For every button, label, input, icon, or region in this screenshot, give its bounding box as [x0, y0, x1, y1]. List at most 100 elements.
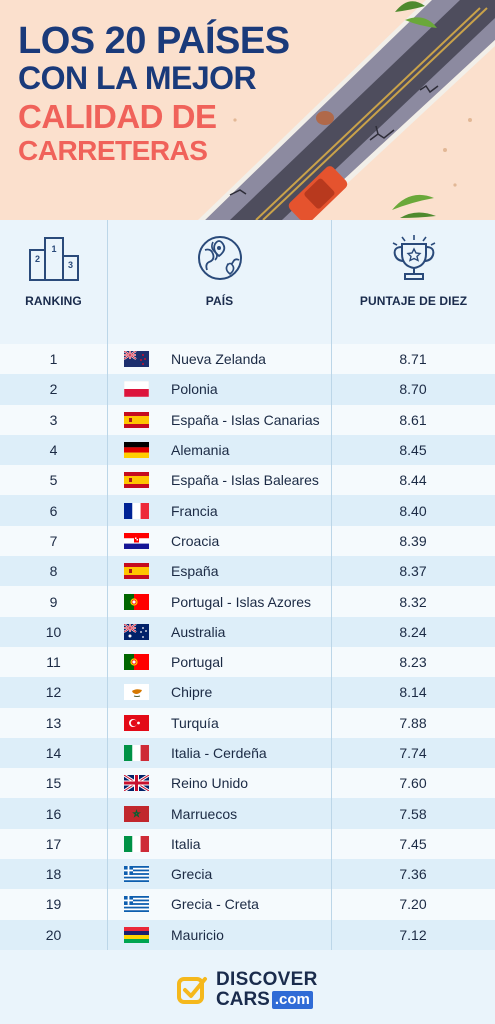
score-cell: 8.40 — [399, 502, 427, 519]
rank-cell: 4 — [49, 442, 58, 459]
rank-cell: 13 — [45, 714, 62, 731]
rank-cell: 10 — [45, 623, 62, 640]
flag-nz-icon — [124, 351, 149, 368]
column-label-country: PAÍS — [205, 294, 234, 308]
flag-mu-icon — [124, 926, 149, 943]
ranking-table: 1 2 3 RANKING PAÍS — [0, 220, 495, 950]
flag-es-icon — [124, 411, 149, 428]
globe-pin-icon — [197, 236, 242, 280]
country-cell: Nueva Zelanda — [171, 351, 266, 368]
flag-it-icon — [124, 835, 149, 852]
table-row: 20 Mauricio 7.12 — [0, 919, 495, 950]
podium-icon: 1 2 3 — [28, 237, 79, 281]
table-row: 3 España - Islas Canarias 8.61 — [0, 404, 495, 435]
flag-gr-icon — [124, 896, 149, 913]
score-cell: 8.61 — [399, 411, 427, 428]
table-row: 1 Nueva Zelanda 8.71 — [0, 344, 495, 375]
country-cell: Portugal — [171, 654, 224, 671]
flag-ma-icon — [124, 805, 149, 822]
country-cell: Italia — [171, 835, 201, 852]
rank-cell: 2 — [49, 381, 58, 398]
rank-cell: 15 — [45, 775, 62, 792]
table-row: 11 Portugal 8.23 — [0, 646, 495, 678]
svg-text:2: 2 — [34, 254, 39, 264]
footer: DISCOVER CARS .com — [0, 950, 495, 1024]
discovercars-logo[interactable]: DISCOVER CARS .com — [176, 970, 318, 1009]
title-line-3: CALIDAD DE — [18, 98, 217, 135]
rank-cell: 5 — [49, 472, 58, 489]
score-cell: 8.39 — [399, 532, 427, 549]
flag-pl-icon — [124, 381, 149, 398]
country-cell: Mauricio — [171, 926, 224, 943]
column-label-ranking: RANKING — [25, 294, 82, 308]
score-cell: 8.14 — [399, 684, 427, 701]
flag-fr-icon — [124, 502, 149, 519]
score-cell: 7.45 — [399, 835, 427, 852]
flag-de-icon — [124, 442, 149, 459]
rank-cell: 1 — [49, 351, 58, 368]
table-row: 18 Grecia 7.36 — [0, 859, 495, 890]
rank-cell: 11 — [46, 654, 61, 671]
rank-cell: 7 — [49, 532, 58, 549]
logo-word-cars: CARS — [216, 989, 270, 1010]
country-cell: Turquía — [171, 714, 219, 731]
flag-es-icon — [124, 563, 149, 580]
column-header-score: PUNTAJE DE DIEZ — [332, 220, 495, 344]
checkbox-logo-icon — [177, 976, 207, 1004]
rank-cell: 6 — [49, 502, 58, 519]
country-cell: Italia - Cerdeña — [171, 745, 267, 761]
country-cell: Francia — [171, 502, 218, 519]
score-cell: 7.88 — [399, 714, 427, 731]
score-cell: 7.20 — [399, 896, 427, 913]
column-label-score: PUNTAJE DE DIEZ — [359, 294, 468, 308]
header-banner: LOS 20 PAÍSES CON LA MEJOR CALIDAD DE CA… — [0, 0, 495, 220]
country-cell: Alemania — [171, 442, 230, 459]
country-cell: España — [171, 563, 219, 580]
flag-it-icon — [124, 745, 149, 761]
country-cell: Reino Unido — [171, 775, 249, 792]
rank-cell: 16 — [45, 805, 62, 822]
country-cell: Grecia - Creta — [171, 896, 259, 913]
country-cell: Australia — [171, 623, 226, 640]
road-illustration — [198, 0, 495, 220]
table-row: 15 Reino Unido 7.60 — [0, 768, 495, 799]
country-cell: Polonia — [171, 381, 218, 398]
table-row: 17 Italia 7.45 — [0, 828, 495, 860]
flag-es-icon — [124, 472, 149, 489]
svg-text:3: 3 — [67, 260, 72, 270]
flag-hr-icon — [124, 532, 149, 549]
country-cell: Croacia — [171, 532, 220, 549]
rank-cell: 9 — [49, 593, 58, 610]
flag-gb-icon — [124, 775, 149, 792]
table-row: 10 Australia 8.24 — [0, 616, 495, 647]
country-cell: Grecia — [171, 866, 213, 883]
title-block: LOS 20 PAÍSES CON LA MEJOR CALIDAD DE CA… — [18, 22, 290, 165]
flag-cy-icon — [124, 684, 149, 701]
table-row: 12 Chipre 8.14 — [0, 677, 495, 708]
table-row: 4 Alemania 8.45 — [0, 434, 495, 466]
country-cell: España - Islas Canarias — [171, 411, 320, 428]
score-cell: 8.23 — [399, 654, 427, 671]
score-cell: 7.74 — [399, 745, 427, 761]
column-divider — [107, 220, 108, 950]
score-cell: 8.24 — [399, 623, 427, 640]
score-cell: 7.60 — [399, 775, 427, 792]
flag-pt-icon — [124, 593, 149, 610]
flag-gr-icon — [124, 866, 149, 883]
country-cell: Chipre — [171, 684, 213, 701]
svg-text:1: 1 — [51, 244, 56, 254]
title-line-4: CARRETERAS — [18, 135, 208, 166]
rank-cell: 19 — [45, 896, 62, 913]
table-row: 2 Polonia 8.70 — [0, 374, 495, 405]
logo-word-discover: DISCOVER — [216, 969, 318, 990]
rank-cell: 14 — [45, 745, 62, 761]
table-row: 19 Grecia - Creta 7.20 — [0, 889, 495, 920]
flag-pt-icon — [124, 654, 149, 671]
column-header-ranking: 1 2 3 RANKING — [0, 220, 107, 344]
trophy-icon — [392, 235, 435, 280]
table-body: 1 Nueva Zelanda 8.71 2 Polonia 8.70 3 España - … — [0, 344, 495, 950]
table-header: 1 2 3 RANKING PAÍS — [0, 220, 495, 344]
column-header-country: PAÍS — [108, 220, 331, 344]
table-row: 13 Turquía 7.88 — [0, 707, 495, 738]
score-cell: 8.44 — [399, 472, 427, 489]
